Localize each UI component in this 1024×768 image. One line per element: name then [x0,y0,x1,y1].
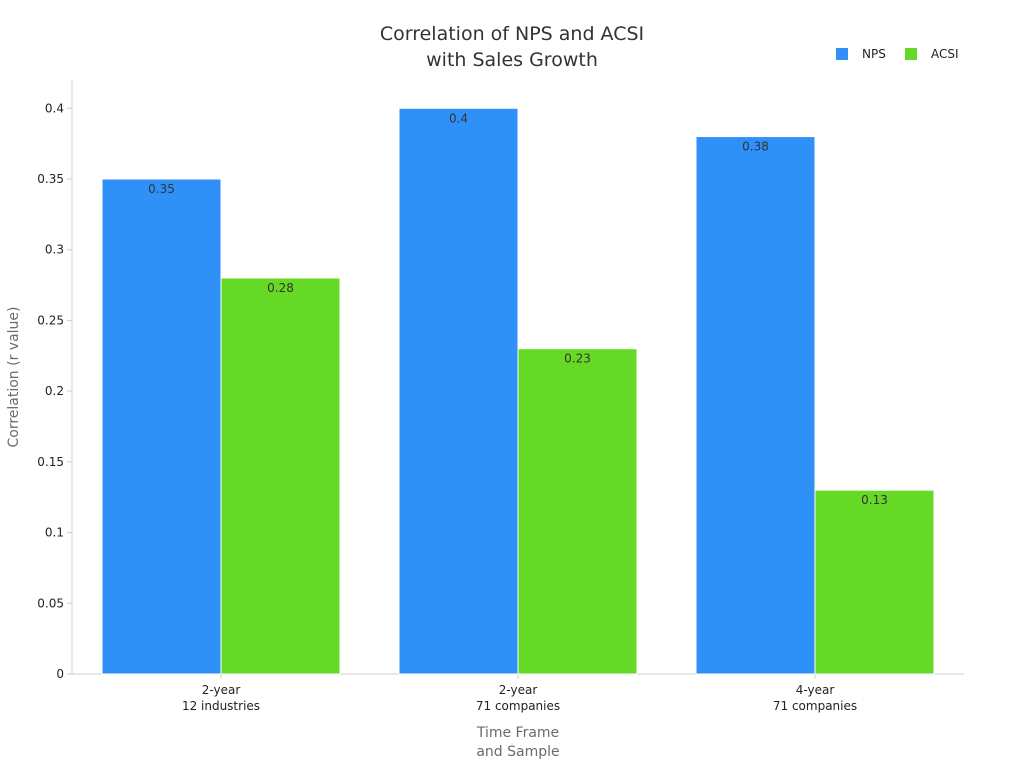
x-tick-label-2-line-2: 71 companies [476,699,560,713]
bar-label-nps-2: 0.4 [449,111,468,125]
chart-title-line-1: Correlation of NPS and ACSI [380,23,644,45]
x-axis-title-line-2: and Sample [476,744,559,760]
y-tick-label-5: 0.25 [37,313,64,327]
y-tick-label-7: 0.35 [37,172,64,186]
bar-label-nps-3: 0.38 [742,140,769,154]
bar-acsi-1 [220,277,341,675]
x-tick-label-3-line-1: 4-year [796,683,835,697]
bar-label-acsi-1: 0.28 [267,281,294,295]
legend: NPS ACSI [836,47,959,61]
y-tick-label-6: 0.3 [45,243,64,257]
x-tick-labels: 2-year 12 industries 2-year 71 companies 4-y… [182,674,857,713]
legend-swatch-acsi [905,48,917,60]
legend-swatch-nps [836,48,848,60]
y-tick-label-4: 0.2 [45,384,64,398]
bar-labels: 0.35 0.28 0.4 0.23 0.38 0.13 [148,111,888,507]
y-axis-title: Correlation (r value) [6,306,22,447]
bar-label-acsi-3: 0.13 [861,493,888,507]
y-tick-label-1: 0.05 [37,596,64,610]
bar-label-nps-1: 0.35 [148,182,175,196]
bar-nps-2 [398,107,519,675]
y-tick-labels: 0 0.05 0.1 0.15 0.2 0.25 0.3 0.35 0.4 [37,101,72,681]
bars [101,107,935,675]
legend-label-acsi: ACSI [931,47,959,61]
chart-title-line-2: with Sales Growth [426,49,598,71]
y-tick-label-8: 0.4 [45,101,64,115]
y-tick-label-2: 0.1 [45,526,64,540]
x-axis-title-line-1: Time Frame [476,725,559,741]
bar-nps-3 [695,136,816,675]
x-tick-label-3-line-2: 71 companies [773,699,857,713]
legend-label-nps: NPS [862,47,886,61]
x-tick-label-2-line-1: 2-year [499,683,538,697]
y-tick-label-3: 0.15 [37,455,64,469]
x-tick-label-1-line-2: 12 industries [182,699,260,713]
bar-acsi-2 [517,348,638,675]
x-tick-label-1-line-1: 2-year [202,683,241,697]
bar-label-acsi-2: 0.23 [564,352,591,366]
chart-title: Correlation of NPS and ACSI with Sales G… [380,23,644,71]
y-tick-label-0: 0 [56,667,64,681]
bar-nps-1 [101,178,222,675]
bar-acsi-3 [814,489,935,675]
